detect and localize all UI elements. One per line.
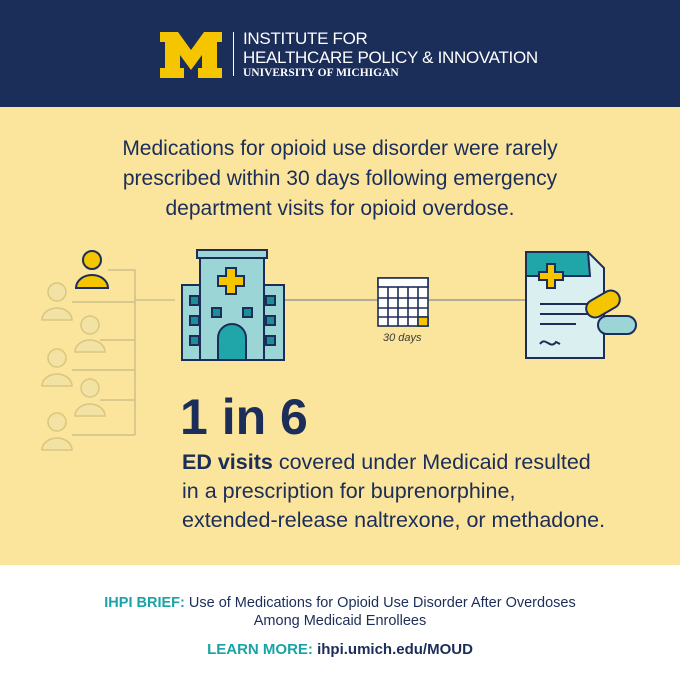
- stat-figure: 1 in 6: [180, 389, 308, 445]
- headline-line: department visits for opioid overdose.: [165, 197, 515, 220]
- brief-label: IHPI BRIEF:: [104, 595, 185, 611]
- headline-line: prescribed within 30 days following emer…: [122, 167, 558, 190]
- brief-text: Use of Medications for Opioid Use Disord…: [188, 595, 576, 611]
- brief-line: IHPI BRIEF: Use of Medications for Opioi…: [0, 594, 680, 613]
- stat-lead: ED visits: [182, 450, 273, 474]
- subtitle: UNIVERSITY OF MICHIGAN: [243, 67, 399, 79]
- stat-line: extended-release naltrexone, or methadon…: [182, 508, 606, 532]
- icons: [41, 249, 637, 451]
- title-line: HEALTHCARE POLICY & INNOVATION: [243, 48, 538, 67]
- learn-more: LEARN MORE: ihpi.umich.edu/MOUD: [0, 640, 680, 659]
- stat-text: covered under Medicaid resulted: [278, 450, 591, 474]
- stat-line: ED visits covered under Medicaid resulte…: [182, 448, 591, 477]
- link[interactable]: ihpi.umich.edu/MOUD: [317, 641, 473, 658]
- divider: [233, 32, 234, 76]
- brief-line: Among Medicaid Enrollees: [253, 613, 427, 629]
- logo-m: [160, 32, 222, 78]
- title-line: INSTITUTE FOR: [243, 29, 368, 48]
- stat-line: in a prescription for buprenorphine,: [182, 479, 516, 503]
- interval-label: 30 days: [383, 332, 422, 344]
- header-band: INSTITUTE FOR HEALTHCARE POLICY & INNOVA…: [0, 0, 680, 107]
- headline-line: Medications for opioid use disorder were…: [122, 137, 558, 160]
- link-label: LEARN MORE:: [207, 641, 313, 658]
